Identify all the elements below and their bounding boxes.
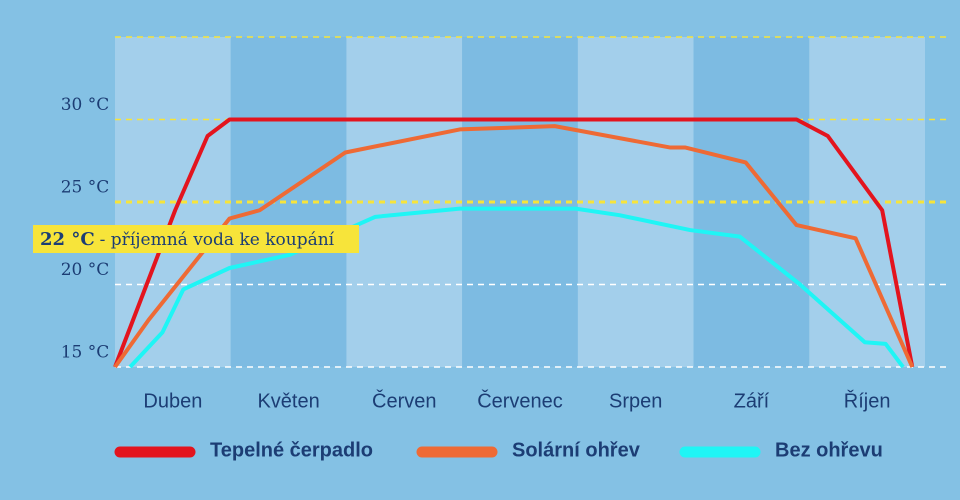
- series-line: [128, 206, 905, 369]
- x-tick-label: Říjen: [844, 389, 891, 412]
- grid: [115, 36, 950, 368]
- y-tick-label: 15 °C: [61, 343, 110, 363]
- x-tick-label: Srpen: [609, 390, 662, 412]
- labels: Duben Květen Červen Červenec Srpen Září Říjen 1…: [33, 95, 890, 461]
- y-tick-label: 30 °C: [61, 95, 110, 115]
- legend-label: Tepelné čerpadlo: [210, 439, 373, 461]
- series-line: [113, 117, 915, 368]
- legend-label: Bez ohřevu: [775, 439, 883, 461]
- y-tick-label: 20 °C: [61, 260, 110, 280]
- legend-label: Solární ohřev: [512, 439, 641, 461]
- annotation-text: 22 °C - příjemná voda ke koupání: [40, 229, 335, 250]
- x-tick-label: Červenec: [477, 389, 563, 412]
- annotation-label: - příjemná voda ke koupání: [100, 230, 335, 250]
- x-tick-label: Květen: [257, 390, 319, 412]
- x-tick-label: Duben: [143, 390, 202, 412]
- x-tick-label: Červen: [372, 389, 436, 412]
- annotation-value: 22 °C: [40, 229, 95, 250]
- x-tick-label: Září: [734, 390, 770, 412]
- y-tick-label: 25 °C: [61, 178, 110, 198]
- lines: [113, 117, 915, 369]
- series-line: [113, 124, 915, 369]
- annotation-box: [33, 225, 359, 253]
